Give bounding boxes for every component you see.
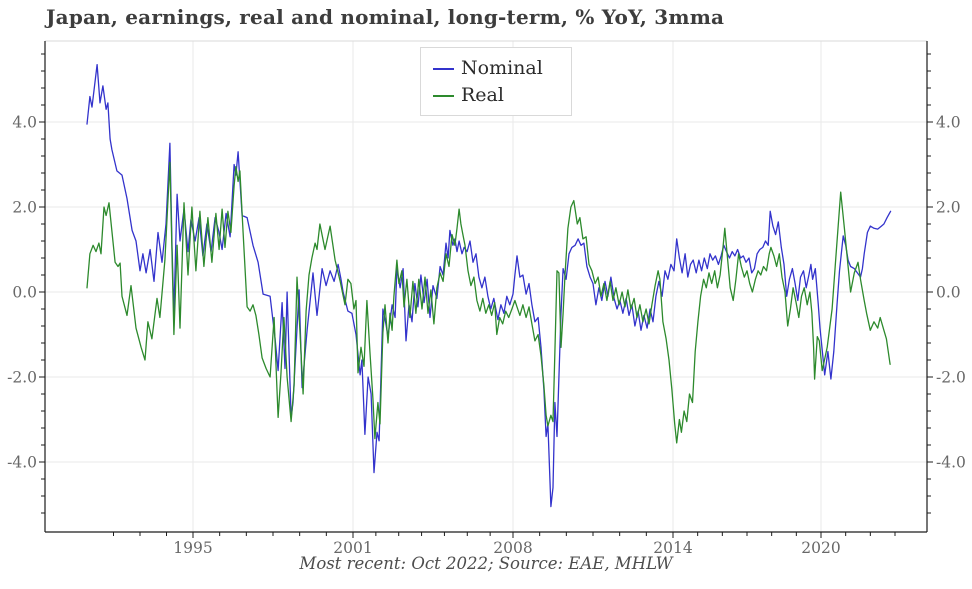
y-axis-label-right: 2.0 bbox=[936, 199, 961, 217]
x-axis-label: 2014 bbox=[653, 539, 693, 557]
real-series-line bbox=[86, 161, 891, 444]
y-axis-label-right: 4.0 bbox=[936, 114, 961, 132]
y-axis-label-left: -2.0 bbox=[7, 369, 37, 387]
y-axis-label-left: -4.0 bbox=[7, 454, 37, 472]
legend-row-real: Real bbox=[433, 82, 561, 109]
source-footnote: Most recent: Oct 2022; Source: EAE, MHLW bbox=[299, 554, 673, 573]
y-axis-label-right: -2.0 bbox=[936, 369, 966, 387]
x-axis-label: 2001 bbox=[333, 539, 372, 557]
y-axis-label-left: 0.0 bbox=[12, 284, 37, 302]
series-lines bbox=[86, 63, 892, 508]
gridlines bbox=[45, 41, 927, 532]
nominal-series-line bbox=[86, 63, 892, 508]
y-axis-label-left: 2.0 bbox=[12, 199, 37, 217]
axes-spines bbox=[44, 40, 928, 533]
legend-label-nominal: Nominal bbox=[461, 57, 543, 79]
nominal-line-swatch-icon bbox=[433, 67, 454, 70]
axis-tick-labels: 4.0 4.0 2.0 2.0 0.0 0.0 -2.0 -2.0 -4.0 -4.0 1995 20… bbox=[7, 114, 966, 558]
real-line-swatch-icon bbox=[433, 94, 454, 97]
legend-label-real: Real bbox=[461, 84, 504, 106]
y-axis-label-left: 4.0 bbox=[12, 114, 37, 132]
x-axis-label: 2020 bbox=[801, 539, 840, 557]
x-axis-label: 2008 bbox=[493, 539, 532, 557]
legend: Nominal Real bbox=[420, 47, 572, 116]
y-axis-label-right: -4.0 bbox=[936, 454, 966, 472]
legend-row-nominal: Nominal bbox=[433, 55, 561, 82]
chart-title: Japan, earnings, real and nominal, long-… bbox=[46, 5, 725, 29]
axis-ticks bbox=[39, 53, 933, 538]
y-axis-label-right: 0.0 bbox=[936, 284, 961, 302]
x-axis-label: 1995 bbox=[173, 539, 212, 557]
